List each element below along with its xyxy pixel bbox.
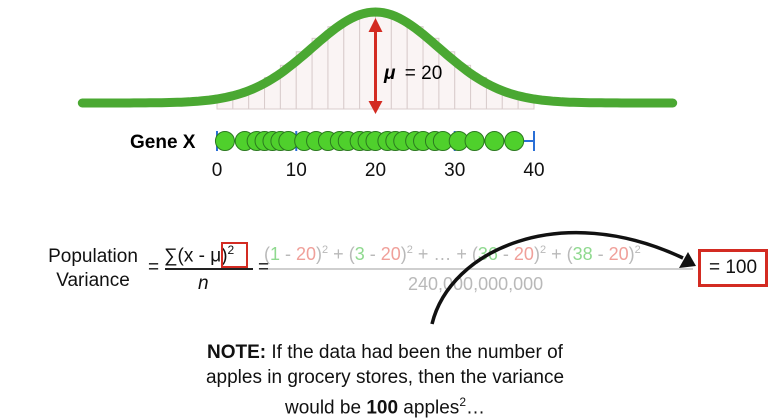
distribution-diagram: μ = 20 Gene X 0 10 20 30 40 xyxy=(77,7,678,181)
tick-label: 10 xyxy=(286,160,307,181)
variance-result: = 100 xyxy=(708,257,758,278)
tick-label: 40 xyxy=(523,160,544,181)
data-point xyxy=(464,131,485,151)
data-point xyxy=(214,131,235,151)
tick-label: 20 xyxy=(365,160,386,181)
gene-x-label: Gene X xyxy=(130,132,196,153)
histogram-bar xyxy=(327,26,345,110)
mean-arrow xyxy=(368,18,383,114)
tick-label: 30 xyxy=(444,160,465,181)
fraction-bar xyxy=(165,268,253,270)
equals-sign: = xyxy=(148,257,160,278)
expanded-denominator: 240,000,000,000 xyxy=(408,274,544,294)
formula-denominator: n xyxy=(198,273,209,294)
normal-curve xyxy=(77,7,678,108)
expanded-fraction-bar xyxy=(268,268,693,270)
data-point xyxy=(504,131,525,151)
population-variance-label: Population Variance xyxy=(48,246,138,291)
exponent-highlight-box xyxy=(221,242,248,268)
tick-label: 0 xyxy=(212,160,223,181)
equals-sign-2: = xyxy=(258,257,270,278)
histogram-bar xyxy=(343,18,361,110)
tick-labels: 0 10 20 30 40 xyxy=(212,160,545,181)
data-point xyxy=(484,131,505,151)
mean-label: μ = 20 xyxy=(383,63,442,84)
variance-result-box: = 100 xyxy=(698,249,768,287)
data-points xyxy=(214,131,525,151)
expanded-numerator: (1 - 20)2 + (3 - 20)2 + … + (36 - 20)2 +… xyxy=(264,244,641,264)
note-text: NOTE: If the data had been the number of… xyxy=(205,342,565,419)
formula-numerator: ∑(x - μ)2 xyxy=(164,243,235,267)
curved-arrow-head xyxy=(679,252,696,268)
